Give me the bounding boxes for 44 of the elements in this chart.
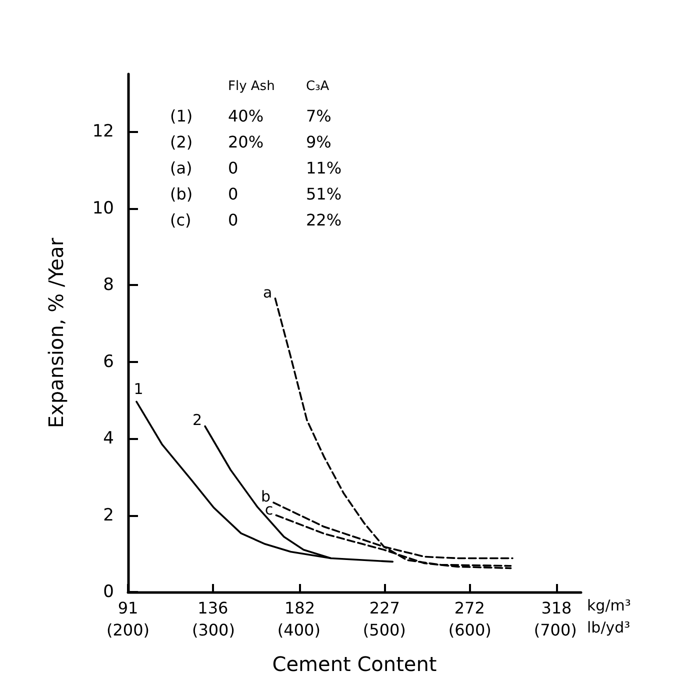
- annotation: 22%: [306, 210, 342, 230]
- y-tick-label: 10: [92, 198, 114, 218]
- annotation: Fly Ash: [228, 79, 275, 94]
- annotation: C₃A: [306, 79, 330, 94]
- annotation: 0: [228, 184, 238, 204]
- y-tick-label: 4: [103, 428, 114, 449]
- annotation: (b): [170, 184, 193, 204]
- y-tick-label: 6: [103, 352, 114, 372]
- text: kg/m³: [587, 596, 631, 614]
- x2-tick-label: (400): [277, 620, 320, 640]
- x2-tick-label: (300): [192, 620, 235, 640]
- series-label: a: [263, 283, 272, 302]
- text: lb/yd³: [587, 618, 630, 636]
- x2-tick-label: (600): [448, 620, 492, 640]
- annotation: 7%: [306, 106, 332, 126]
- y-tick-label: 2: [103, 505, 114, 526]
- y-axis-title: Expansion, % /Year: [44, 237, 68, 428]
- x-tick-label: 182: [284, 598, 316, 618]
- x-axis-title: Cement Content: [272, 652, 437, 676]
- x-tick-label: 136: [198, 598, 228, 618]
- annotation: 0: [228, 210, 238, 230]
- annotation: 51%: [306, 184, 342, 204]
- x2-tick-label: (200): [106, 620, 150, 640]
- y-tick-label: 0: [103, 582, 114, 602]
- annotation: 20%: [228, 132, 264, 152]
- annotation: 11%: [306, 158, 342, 178]
- x-tick-label: 272: [454, 598, 485, 618]
- annotation: 0: [228, 158, 238, 178]
- x2-tick-label: (700): [534, 620, 577, 640]
- annotation: (2): [170, 132, 193, 152]
- annotation: (c): [170, 210, 192, 230]
- annotation: (1): [170, 106, 193, 126]
- annotation: 40%: [228, 106, 264, 126]
- y-tick-label: 12: [92, 122, 114, 142]
- x2-tick-label: (500): [362, 620, 406, 640]
- annotation: 9%: [306, 132, 332, 152]
- series-label: 2: [192, 411, 202, 430]
- series-label: b: [260, 488, 271, 506]
- annotation: (a): [170, 158, 192, 178]
- x-tick-label: 91: [118, 598, 138, 618]
- x-tick-label: 318: [541, 598, 572, 618]
- x-tick-label: 227: [369, 598, 400, 618]
- y-tick-label: 8: [103, 275, 114, 296]
- series-label: 1: [134, 380, 144, 398]
